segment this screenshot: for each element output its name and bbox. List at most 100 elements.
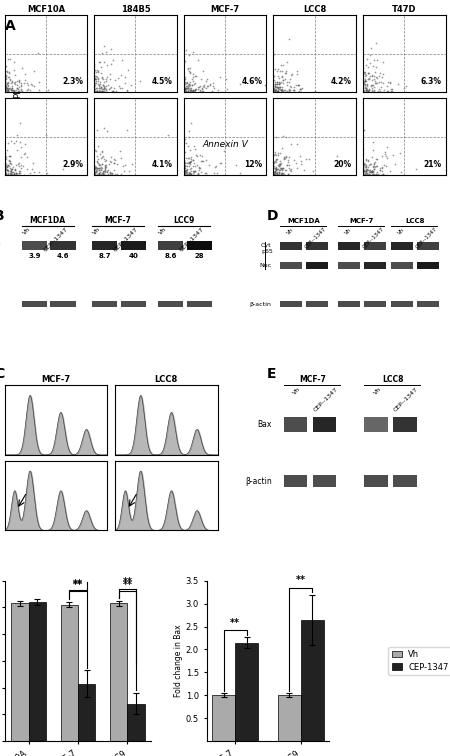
Text: Vh: Vh xyxy=(158,227,168,236)
Point xyxy=(17,165,24,177)
Text: CEP--1347: CEP--1347 xyxy=(113,227,139,253)
Point xyxy=(181,82,189,94)
Point xyxy=(100,122,107,134)
Point xyxy=(295,79,302,91)
Point xyxy=(127,79,135,91)
Point xyxy=(94,140,102,152)
Point xyxy=(121,70,128,82)
Point xyxy=(280,166,287,178)
Point xyxy=(292,85,299,98)
Point xyxy=(366,169,373,181)
Point xyxy=(360,85,367,98)
Point xyxy=(360,72,367,84)
Point xyxy=(281,152,288,164)
Point xyxy=(360,82,367,94)
Point xyxy=(272,84,279,96)
Point xyxy=(31,65,38,77)
Point xyxy=(365,67,373,79)
Point xyxy=(93,85,100,98)
Point xyxy=(363,164,370,176)
Point xyxy=(272,86,279,98)
Point xyxy=(2,163,9,175)
Point xyxy=(180,85,188,97)
Point xyxy=(181,169,189,181)
Point xyxy=(202,166,209,178)
Point xyxy=(272,156,279,169)
Point xyxy=(189,167,196,179)
Point xyxy=(368,166,375,178)
Point xyxy=(122,159,129,171)
Point xyxy=(102,154,109,166)
Point xyxy=(181,71,189,83)
Point xyxy=(5,66,13,78)
Point xyxy=(210,79,217,91)
Point xyxy=(180,166,188,178)
Point xyxy=(379,168,387,180)
Point xyxy=(185,65,193,77)
Point xyxy=(371,70,378,82)
Point xyxy=(363,85,370,98)
Point xyxy=(6,156,13,168)
Point xyxy=(97,161,104,173)
Text: Vh: Vh xyxy=(286,227,295,235)
Bar xyxy=(306,242,328,249)
Point xyxy=(93,124,100,136)
Point xyxy=(200,79,207,91)
Point xyxy=(181,166,188,178)
Point xyxy=(361,69,368,81)
Point xyxy=(11,163,18,175)
Point xyxy=(8,135,15,147)
Point xyxy=(274,166,281,178)
Point xyxy=(280,162,287,174)
Point xyxy=(217,157,224,169)
Point xyxy=(91,65,98,77)
Point xyxy=(10,137,17,149)
Point xyxy=(365,85,372,97)
Point xyxy=(185,78,192,90)
Point xyxy=(91,70,99,82)
Point xyxy=(3,161,10,173)
Point xyxy=(10,56,18,68)
Point xyxy=(2,167,9,179)
Point xyxy=(2,151,9,163)
Point xyxy=(21,68,28,80)
Point xyxy=(1,160,8,172)
Point xyxy=(16,160,23,172)
Point xyxy=(360,84,367,96)
Point xyxy=(28,163,36,175)
Point xyxy=(181,160,188,172)
Point xyxy=(4,83,11,95)
Point xyxy=(91,72,98,84)
Point xyxy=(271,81,279,93)
Point xyxy=(368,166,375,178)
Point xyxy=(202,75,209,87)
Point xyxy=(385,85,392,98)
Point xyxy=(276,83,283,95)
Point xyxy=(397,166,405,178)
Point xyxy=(7,164,14,176)
Point xyxy=(181,85,189,97)
Point xyxy=(295,85,302,97)
Point xyxy=(360,77,367,89)
Bar xyxy=(22,241,47,249)
Point xyxy=(18,85,26,97)
Text: 20%: 20% xyxy=(334,160,352,169)
Point xyxy=(113,158,121,170)
Text: Vh: Vh xyxy=(292,386,302,396)
Point xyxy=(25,79,32,91)
Point xyxy=(101,161,108,173)
Point xyxy=(191,156,198,169)
Point xyxy=(283,150,290,162)
Point xyxy=(102,166,109,178)
Point xyxy=(275,160,283,172)
Point xyxy=(278,85,285,97)
Point xyxy=(96,166,104,178)
Point xyxy=(396,147,404,160)
Point xyxy=(36,76,43,88)
Point xyxy=(95,162,103,174)
Point xyxy=(362,84,369,96)
Point xyxy=(186,144,194,156)
Point xyxy=(1,159,9,171)
Point xyxy=(180,72,188,84)
Title: T47D: T47D xyxy=(392,5,416,14)
